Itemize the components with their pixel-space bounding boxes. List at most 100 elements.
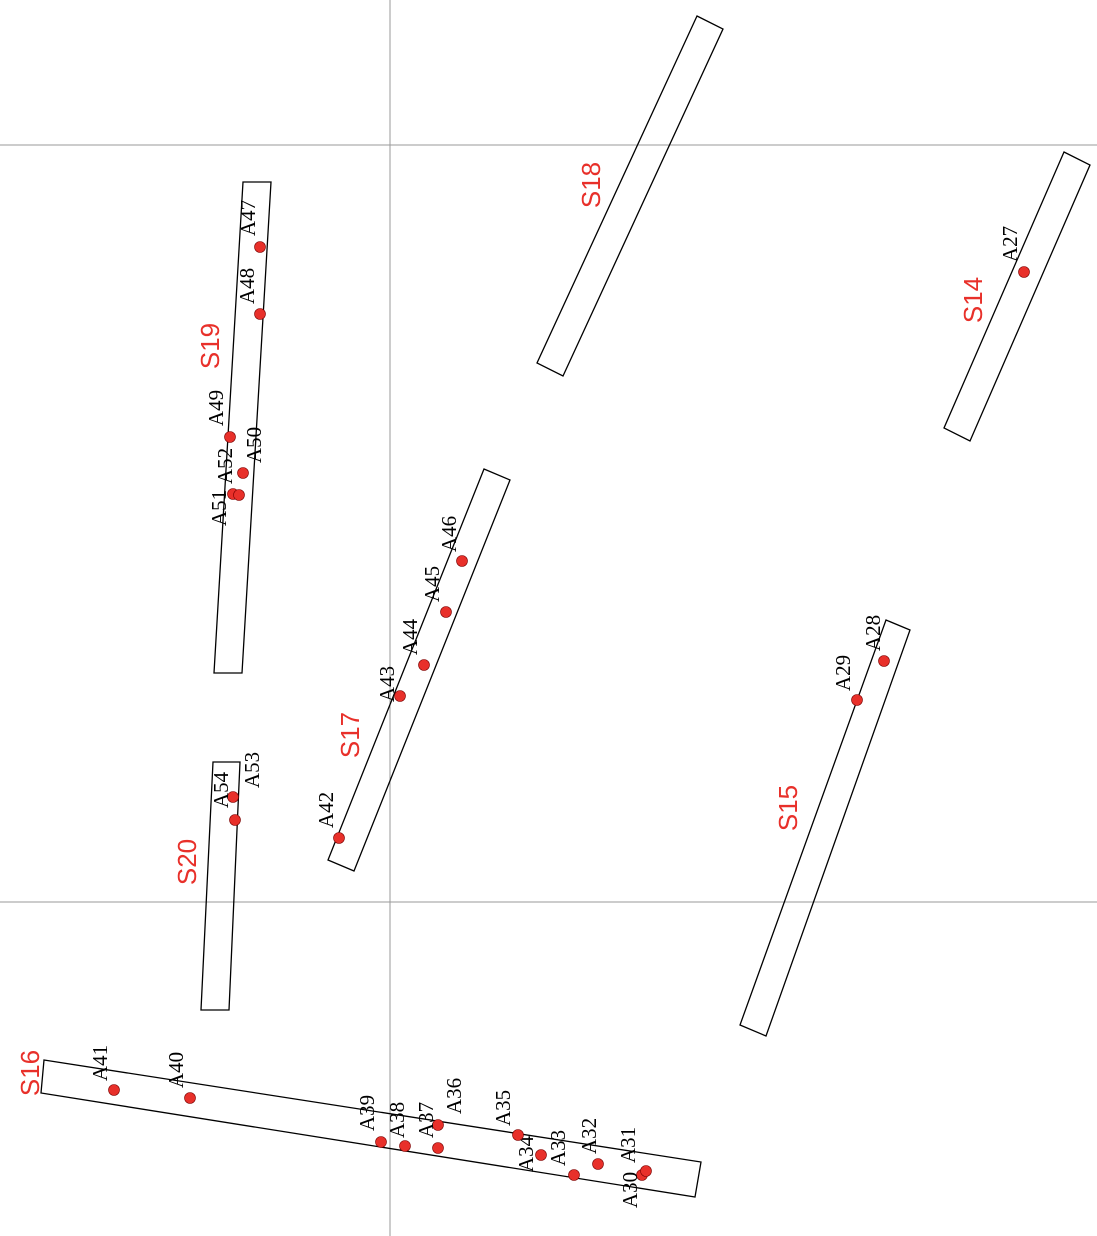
strip-s14: S14: [943, 151, 1091, 442]
point-marker: [432, 1119, 444, 1131]
strip-label: S14: [958, 277, 988, 323]
point-label: A49: [204, 390, 228, 426]
strip-outline: [327, 468, 511, 872]
point-label: A51: [207, 490, 231, 526]
strip-outline: [739, 619, 911, 1037]
strip-outline: [200, 761, 241, 1011]
point-marker: [568, 1169, 580, 1181]
strip-label: S18: [576, 162, 606, 208]
point-a54: A54: [209, 771, 239, 808]
point-label: A30: [618, 1172, 642, 1208]
point-marker: [512, 1129, 524, 1141]
point-marker: [333, 832, 345, 844]
strip-outline: [40, 1059, 702, 1198]
point-a35: A35: [491, 1090, 524, 1141]
point-marker: [224, 431, 236, 443]
point-marker: [432, 1142, 444, 1154]
point-label: A27: [998, 226, 1022, 262]
point-label: A48: [235, 268, 259, 304]
strip-s19: S19: [195, 181, 272, 674]
point-a44: A44: [398, 618, 430, 671]
point-a42: A42: [314, 792, 345, 844]
strip-label: S20: [172, 839, 202, 885]
point-label: A53: [240, 752, 264, 788]
point-a43: A43: [375, 666, 406, 702]
point-a31: A31: [616, 1127, 652, 1177]
point-a32: A32: [577, 1118, 604, 1170]
point-a29: A29: [831, 655, 863, 706]
point-a41: A41: [88, 1045, 120, 1096]
point-marker: [254, 241, 266, 253]
point-marker: [184, 1092, 196, 1104]
point-a27: A27: [998, 226, 1030, 278]
point-label: A45: [420, 566, 444, 602]
point-marker: [418, 659, 430, 671]
point-marker: [851, 694, 863, 706]
point-marker: [535, 1149, 547, 1161]
strip-s15: S15: [739, 619, 911, 1037]
point-label: A44: [398, 618, 422, 655]
strip-label: S19: [195, 323, 225, 369]
point-marker: [227, 791, 239, 803]
strip-s17: S17: [327, 468, 511, 872]
point-label: A43: [375, 666, 399, 702]
point-a34: A34: [514, 1135, 547, 1172]
point-label: A40: [164, 1052, 188, 1088]
point-marker: [456, 555, 468, 567]
point-a40: A40: [164, 1052, 196, 1104]
point-label: A37: [414, 1102, 438, 1138]
point-label: A36: [442, 1078, 466, 1114]
point-a38: A38: [385, 1102, 411, 1152]
strip-s20: S20: [172, 761, 241, 1011]
point-label: A39: [355, 1095, 379, 1131]
point-label: A54: [209, 771, 233, 808]
point-a52: A52: [213, 448, 245, 501]
point-a37: A37: [414, 1102, 444, 1154]
point-a53: A53: [229, 752, 264, 826]
point-label: A52: [213, 448, 237, 484]
point-marker: [592, 1158, 604, 1170]
point-label: A34: [514, 1135, 538, 1172]
point-label: A28: [861, 615, 885, 651]
point-marker: [440, 606, 452, 618]
point-label: A31: [616, 1127, 640, 1163]
point-label: A38: [385, 1102, 409, 1138]
point-label: A29: [831, 655, 855, 691]
point-a33: A33: [546, 1130, 580, 1181]
strips-layer: S14 S15 S16 S17 S18 S19 S20: [15, 15, 1091, 1198]
point-marker: [108, 1084, 120, 1096]
point-a45: A45: [420, 566, 452, 618]
point-marker: [399, 1140, 411, 1152]
point-a39: A39: [355, 1095, 387, 1148]
point-marker: [1018, 266, 1030, 278]
strip-label: S15: [773, 785, 803, 831]
point-marker: [233, 489, 245, 501]
point-a48: A48: [235, 268, 266, 320]
point-marker: [394, 690, 406, 702]
point-a47: A47: [236, 200, 266, 253]
point-label: A46: [437, 516, 461, 552]
point-label: A42: [314, 792, 338, 828]
point-marker: [375, 1136, 387, 1148]
point-a50: A50: [237, 427, 266, 479]
point-label: A41: [88, 1045, 112, 1081]
strip-s18: S18: [536, 15, 724, 377]
point-label: A50: [242, 427, 266, 463]
point-marker: [878, 655, 890, 667]
point-label: A47: [236, 200, 260, 236]
strip-outline: [536, 15, 724, 377]
strip-label: S16: [15, 1050, 45, 1096]
point-a46: A46: [437, 516, 468, 567]
point-label: A35: [491, 1090, 515, 1126]
strip-s16: S16: [15, 1050, 702, 1198]
point-label: A32: [577, 1118, 601, 1154]
strip-outline: [943, 151, 1091, 442]
point-marker: [640, 1165, 652, 1177]
point-a36: A36: [432, 1078, 466, 1131]
point-label: A33: [546, 1130, 570, 1166]
strip-label: S17: [335, 712, 365, 758]
strip-outline: [213, 181, 272, 674]
